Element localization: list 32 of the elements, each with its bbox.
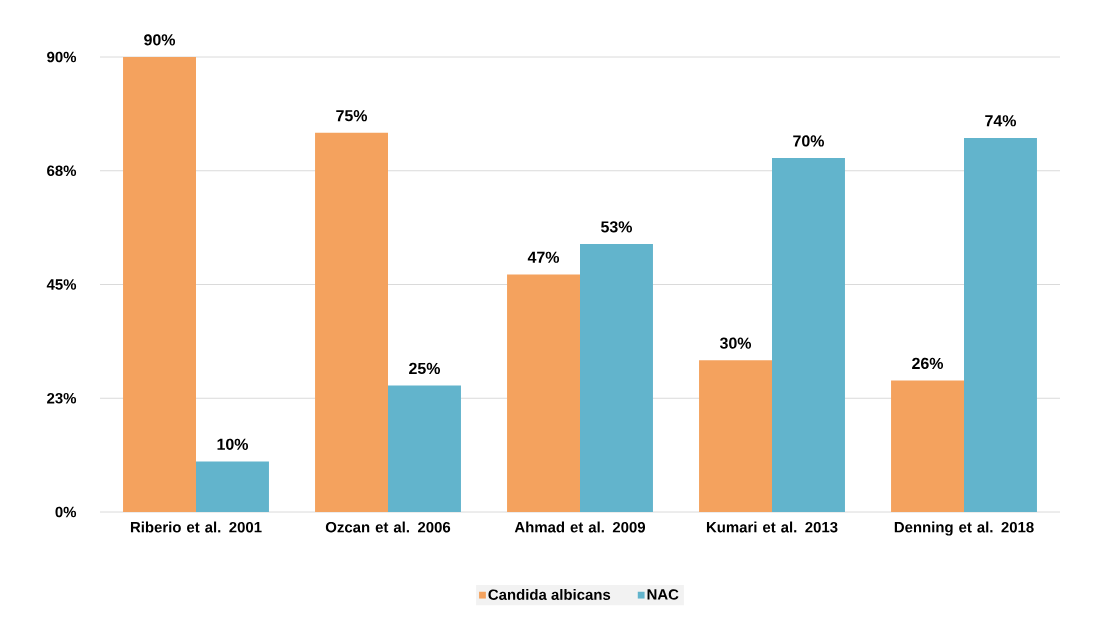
legend-label: NAC — [647, 589, 679, 600]
data-label: 74% — [985, 115, 1017, 127]
y-tick-label: 90% — [47, 51, 77, 63]
y-tick-label: 23% — [47, 392, 77, 404]
x-tick-label: Kumari et al. 2013 — [706, 521, 838, 533]
x-tick-label: Ozcan et al. 2006 — [325, 521, 451, 533]
y-tick-label: 0% — [55, 506, 77, 518]
data-label: 26% — [912, 357, 944, 370]
bar — [772, 158, 845, 512]
data-label: 75% — [336, 110, 368, 122]
y-tick-label: 68% — [47, 165, 77, 177]
x-tick-label: Denning et al. 2018 — [894, 521, 1034, 536]
bar — [699, 360, 772, 512]
bar — [580, 244, 653, 512]
data-label: 90% — [144, 34, 176, 46]
data-label: 10% — [217, 438, 248, 450]
legend-label: Candida albicans — [488, 588, 611, 600]
bar — [507, 274, 580, 512]
data-label: 25% — [409, 362, 441, 375]
x-tick-label: Riberio et al. 2001 — [130, 521, 262, 533]
data-label: 30% — [719, 337, 752, 349]
bar — [315, 132, 388, 512]
bar — [123, 57, 196, 512]
bar — [891, 380, 964, 512]
y-tick-label: 45% — [46, 279, 77, 290]
bar — [196, 461, 269, 512]
data-label: 53% — [601, 221, 633, 233]
bar — [388, 385, 461, 512]
x-tick-label: Ahmad et al. 2009 — [514, 521, 646, 533]
data-label: 70% — [793, 135, 825, 147]
data-label: 47% — [527, 251, 560, 263]
bar — [964, 137, 1037, 512]
